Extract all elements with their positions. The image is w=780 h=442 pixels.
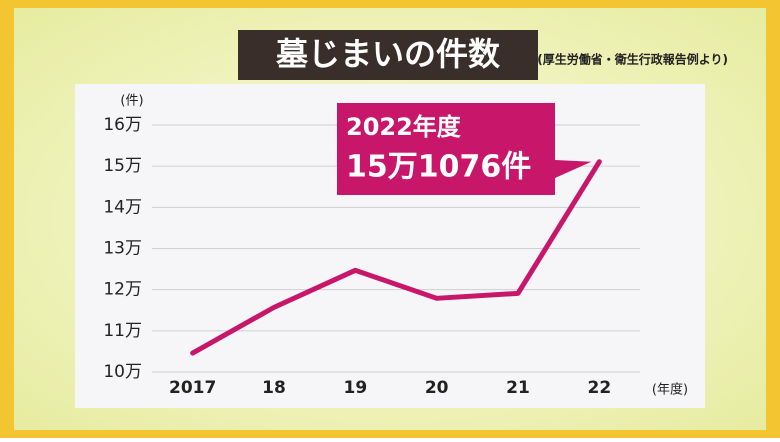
- data-label: 15万1076件: [346, 150, 531, 185]
- y-tick-label: 16万: [103, 115, 142, 135]
- x-tick-label: 18: [262, 378, 286, 398]
- y-tick-label: 15万: [103, 156, 142, 176]
- line: [190, 159, 602, 356]
- x-tick-label: 20: [425, 378, 449, 398]
- x-tick-label: 21: [506, 378, 530, 398]
- y-unit: (件): [120, 94, 143, 109]
- title-box: [238, 30, 538, 80]
- x-tick-label: 19: [343, 378, 367, 398]
- annotation: 2022年度: [346, 113, 462, 141]
- y-tick-label: 10万: [103, 362, 142, 382]
- chart-title: 墓じまいの件数: [275, 35, 501, 73]
- x-tick-label: 2017: [169, 378, 216, 398]
- x-unit: (年度): [652, 382, 688, 398]
- source: (厚生労働省・衛生行政報告例より): [537, 52, 728, 67]
- y-tick-label: 13万: [103, 239, 142, 259]
- y-tick-label: 14万: [103, 197, 142, 217]
- annotation-box: [337, 103, 592, 195]
- y-tick-label: 12万: [103, 280, 142, 300]
- x-tick-label: 22: [587, 378, 611, 398]
- y-tick-label: 11万: [103, 321, 142, 341]
